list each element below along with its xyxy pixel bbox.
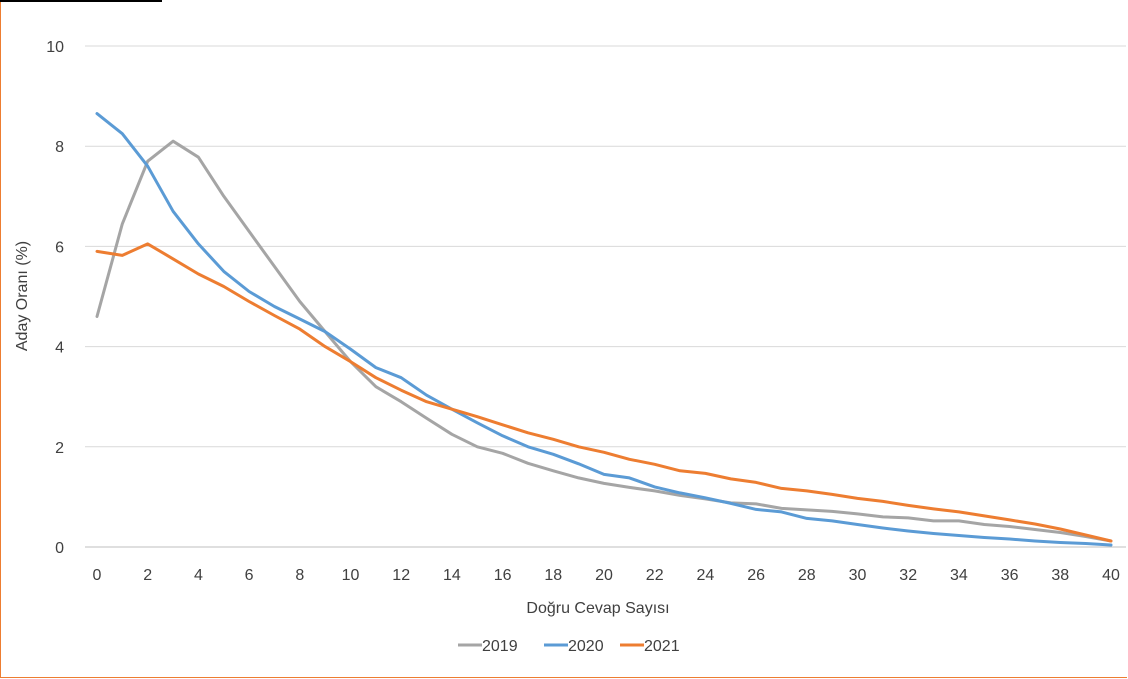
x-tick-label: 20 bbox=[595, 567, 613, 584]
y-tick-label: 4 bbox=[55, 340, 64, 357]
x-tick-label: 32 bbox=[899, 567, 917, 584]
series-lines bbox=[95, 112, 1113, 547]
x-tick-label: 30 bbox=[849, 567, 867, 584]
top-border-line bbox=[0, 0, 162, 2]
x-tick-label: 18 bbox=[544, 567, 562, 584]
x-tick-label: 24 bbox=[697, 567, 715, 584]
y-tick-label: 10 bbox=[46, 39, 64, 56]
y-tick-label: 8 bbox=[55, 139, 64, 156]
x-tick-label: 38 bbox=[1051, 567, 1069, 584]
legend: 2019 2020 2021 bbox=[458, 638, 680, 655]
legend-label: 2019 bbox=[482, 638, 518, 655]
y-axis-label: Aday Oranı (%) bbox=[14, 241, 31, 351]
x-tick-label: 36 bbox=[1001, 567, 1019, 584]
x-tick-label: 40 bbox=[1102, 567, 1120, 584]
x-tick-label: 4 bbox=[194, 567, 203, 584]
x-tick-label: 34 bbox=[950, 567, 968, 584]
x-tick-label: 12 bbox=[392, 567, 410, 584]
series-line-2021 bbox=[95, 242, 1113, 543]
x-tick-label: 26 bbox=[747, 567, 765, 584]
y-tick-label: 0 bbox=[55, 540, 64, 557]
series-line-2019 bbox=[95, 139, 1113, 543]
y-tick-label: 6 bbox=[55, 239, 64, 256]
x-tick-label: 14 bbox=[443, 567, 461, 584]
x-tick-label: 2 bbox=[143, 567, 152, 584]
x-tick-label: 28 bbox=[798, 567, 816, 584]
legend-label: 2021 bbox=[644, 638, 680, 655]
y-tick-label: 2 bbox=[55, 440, 64, 457]
x-tick-label: 8 bbox=[295, 567, 304, 584]
x-axis-ticks: 0 2 4 6 8 10 12 14 16 18 20 22 24 26 28 30 32 34 36 38 40 bbox=[93, 567, 1120, 584]
series-line-2020 bbox=[95, 112, 1113, 547]
legend-label: 2020 bbox=[568, 638, 604, 655]
x-tick-label: 10 bbox=[342, 567, 360, 584]
x-tick-label: 22 bbox=[646, 567, 664, 584]
x-tick-label: 6 bbox=[245, 567, 254, 584]
y-axis-ticks: 0 2 4 6 8 10 bbox=[46, 39, 64, 557]
x-tick-label: 0 bbox=[93, 567, 102, 584]
x-tick-label: 16 bbox=[494, 567, 512, 584]
x-axis-label: Doğru Cevap Sayısı bbox=[526, 600, 669, 617]
